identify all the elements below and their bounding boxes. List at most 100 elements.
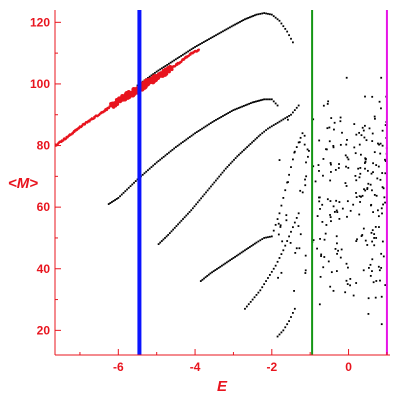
data-point [173, 226, 176, 229]
data-point [195, 45, 198, 47]
data-point [318, 303, 321, 306]
data-point [252, 140, 255, 142]
data-point [332, 144, 335, 147]
data-point [373, 193, 376, 196]
data-point [349, 278, 352, 280]
data-point [155, 70, 158, 73]
data-point [221, 264, 223, 267]
data-point [223, 29, 226, 32]
data-point [329, 214, 331, 216]
data-point [183, 52, 186, 55]
data-point [371, 140, 374, 142]
data-point [274, 123, 277, 125]
data-point [372, 281, 375, 284]
data-point [330, 163, 332, 166]
data-point [212, 270, 215, 273]
data-point [382, 203, 384, 206]
data-point [208, 187, 211, 190]
data-point [373, 233, 376, 235]
data-point [126, 188, 128, 191]
data-point [203, 277, 205, 280]
data-point [297, 141, 300, 144]
data-point [341, 131, 343, 134]
data-point [252, 15, 255, 17]
data-point [379, 142, 382, 145]
data-point [336, 211, 339, 214]
data-point [376, 177, 379, 180]
data-point [358, 213, 361, 216]
data-point [252, 243, 255, 246]
data-point [292, 41, 294, 44]
data-point [294, 251, 297, 254]
data-point [257, 135, 260, 138]
data-point [211, 36, 214, 39]
data-point [265, 12, 267, 15]
data-point [327, 100, 330, 103]
data-point [164, 72, 169, 76]
data-point [216, 268, 218, 270]
data-point [292, 158, 294, 161]
data-point [312, 118, 315, 121]
data-point [284, 326, 287, 329]
data-point [261, 238, 264, 241]
axes-group: -6 -4 -2 0 20 40 60 80 100 120 [30, 10, 390, 374]
data-point [359, 167, 362, 169]
data-point [214, 269, 217, 271]
data-point [232, 24, 235, 27]
data-point [373, 244, 376, 247]
data-point [356, 238, 358, 241]
data-point [247, 17, 250, 19]
data-point [213, 119, 216, 122]
data-point [122, 191, 125, 194]
data-point [257, 13, 260, 16]
data-point [270, 13, 273, 16]
data-point [159, 68, 162, 71]
data-point [338, 163, 340, 165]
data-point [378, 143, 380, 146]
data-point [293, 151, 296, 154]
data-point [204, 276, 207, 279]
data-point [285, 219, 288, 222]
data-point [204, 125, 207, 128]
data-point [274, 102, 277, 105]
data-point [375, 164, 378, 166]
data-point [378, 269, 381, 272]
data-point [188, 136, 191, 138]
data-point [280, 204, 283, 207]
data-point [120, 193, 123, 196]
data-point [346, 156, 349, 159]
data-point [152, 73, 155, 76]
data-point [218, 175, 221, 178]
data-point [381, 212, 383, 215]
data-point [322, 104, 325, 107]
data-point [220, 116, 223, 118]
data-point [307, 155, 309, 158]
data-point [201, 127, 203, 130]
data-point [247, 144, 250, 147]
data-point [360, 235, 363, 237]
data-point [216, 33, 219, 36]
data-point [278, 159, 281, 161]
data-point [361, 126, 364, 129]
data-point [131, 183, 134, 186]
data-point [167, 69, 171, 74]
data-point [293, 290, 295, 292]
data-point [165, 235, 168, 238]
data-point [265, 280, 267, 282]
data-point [341, 207, 344, 210]
data-point [362, 227, 365, 230]
data-point [304, 178, 306, 181]
data-point [177, 223, 179, 226]
data-point [355, 282, 358, 284]
data-point [219, 265, 222, 268]
data-point [119, 195, 121, 198]
data-point [304, 184, 307, 187]
data-point [134, 180, 137, 182]
data-point [370, 203, 373, 206]
data-point [366, 244, 369, 246]
data-point [295, 106, 298, 109]
data-point [187, 212, 189, 215]
data-point [352, 203, 355, 206]
data-point [369, 183, 372, 186]
data-point [174, 146, 177, 148]
